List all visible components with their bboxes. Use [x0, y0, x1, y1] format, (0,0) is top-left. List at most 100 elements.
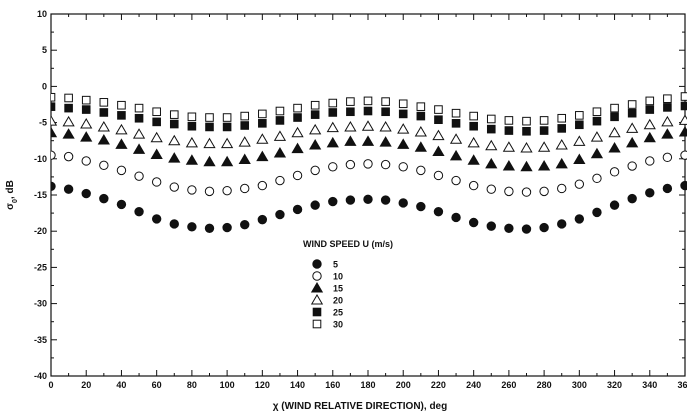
- data-point-u25: [310, 110, 320, 119]
- data-point-u20: [238, 136, 251, 147]
- data-point-u10: [627, 161, 637, 171]
- data-point-u10: [574, 179, 585, 189]
- data-point-u30: [381, 97, 390, 106]
- y-axis-title: σ0, dB: [5, 180, 19, 210]
- data-point-u20: [449, 133, 463, 144]
- data-point-u25: [134, 113, 144, 123]
- data-point-u5: [51, 181, 56, 192]
- data-point-u10: [187, 185, 197, 195]
- x-tick-label: 180: [360, 380, 375, 390]
- x-tick-labels: 0 20 40 60 80 100 120 140 160 180 200 220 240 260 280 3…: [48, 380, 687, 390]
- data-point-u30: [258, 109, 267, 119]
- data-point-u5: [363, 194, 373, 205]
- x-tick-label: 60: [152, 380, 162, 390]
- data-point-u5: [292, 204, 303, 215]
- x-tick-label: 40: [116, 380, 126, 390]
- data-point-u10: [380, 159, 391, 170]
- data-point-u5: [169, 219, 179, 229]
- data-point-u30: [645, 96, 655, 106]
- data-point-u30: [152, 107, 161, 117]
- data-point-u25: [610, 112, 619, 122]
- data-point-u15: [291, 142, 304, 154]
- data-point-u20: [661, 115, 674, 127]
- data-point-u25: [99, 108, 109, 117]
- data-point-u5: [99, 193, 109, 204]
- data-point-u5: [574, 214, 585, 224]
- y-tick-label: -25: [34, 262, 47, 272]
- data-point-u15: [220, 155, 234, 167]
- data-point-u20: [132, 128, 146, 139]
- data-point-u10: [504, 186, 514, 197]
- data-point-u15: [555, 157, 568, 169]
- data-point-u15: [397, 138, 410, 149]
- data-point-u15: [344, 135, 357, 146]
- data-point-u10: [662, 152, 673, 163]
- data-point-u25: [240, 121, 250, 130]
- data-point-u20: [643, 118, 656, 130]
- x-tick-label: 300: [572, 380, 587, 390]
- data-point-u5: [380, 195, 391, 205]
- axis-ticks: [50, 13, 686, 377]
- y-tick-label: -15: [34, 190, 47, 200]
- data-point-u15: [643, 131, 656, 143]
- data-point-u25: [293, 113, 302, 122]
- data-point-u5: [662, 183, 673, 194]
- data-point-u5: [151, 214, 162, 224]
- data-point-u15: [520, 160, 533, 172]
- data-point-u30: [346, 97, 355, 106]
- data-point-u25: [81, 105, 91, 114]
- data-point-u30: [275, 106, 285, 116]
- data-point-u15: [432, 145, 445, 157]
- data-point-u25: [187, 121, 197, 131]
- data-point-u10: [222, 185, 232, 196]
- data-point-u20: [273, 130, 287, 141]
- data-point-u30: [310, 100, 320, 110]
- data-point-u25: [645, 105, 655, 114]
- data-point-u20: [432, 129, 445, 141]
- data-point-u20: [626, 122, 639, 133]
- legend-marker-u10: [312, 271, 322, 281]
- data-point-u20: [678, 114, 687, 125]
- data-point-u5: [504, 223, 514, 234]
- data-point-u25: [205, 122, 214, 132]
- data-point-u20: [467, 136, 480, 148]
- legend-items: 5 10 15 20 25 30: [310, 259, 343, 330]
- data-point-u15: [449, 149, 463, 161]
- x-tick-label: 220: [431, 380, 446, 390]
- x-tick-label: 200: [396, 380, 411, 390]
- data-point-u15: [62, 128, 75, 139]
- data-point-u15: [678, 126, 687, 137]
- data-point-u5: [433, 206, 444, 217]
- data-point-u15: [256, 150, 269, 162]
- x-tick-label: 240: [466, 380, 481, 390]
- data-point-u25: [680, 101, 687, 111]
- data-point-u10: [51, 150, 56, 160]
- data-point-u5: [134, 206, 144, 217]
- data-point-u25: [222, 122, 232, 132]
- y-tick-label: -40: [34, 371, 47, 381]
- data-point-u15: [379, 136, 392, 147]
- data-point-u20: [309, 123, 322, 135]
- data-point-u20: [344, 120, 357, 132]
- data-point-u15: [97, 133, 110, 145]
- data-point-u5: [468, 217, 479, 228]
- data-point-u30: [469, 111, 478, 121]
- data-point-u20: [590, 131, 604, 142]
- data-point-u5: [557, 219, 567, 229]
- data-point-u10: [63, 151, 74, 162]
- y-tick-label: -30: [34, 299, 47, 309]
- data-point-u30: [680, 92, 687, 101]
- data-point-u30: [504, 116, 514, 125]
- data-point-u10: [204, 186, 215, 197]
- legend: WIND SPEED U (m/s) 5 10 15 20 25 30: [303, 239, 393, 330]
- data-point-u10: [169, 182, 179, 192]
- x-tick-label: 20: [81, 380, 91, 390]
- data-point-u5: [81, 188, 91, 199]
- data-point-u20: [51, 115, 58, 126]
- data-point-u10: [116, 165, 127, 176]
- data-point-u10: [486, 184, 496, 194]
- data-point-u30: [627, 100, 637, 109]
- data-point-u25: [434, 115, 443, 125]
- legend-title: WIND SPEED U (m/s): [303, 239, 393, 249]
- x-tick-label: 340: [642, 380, 657, 390]
